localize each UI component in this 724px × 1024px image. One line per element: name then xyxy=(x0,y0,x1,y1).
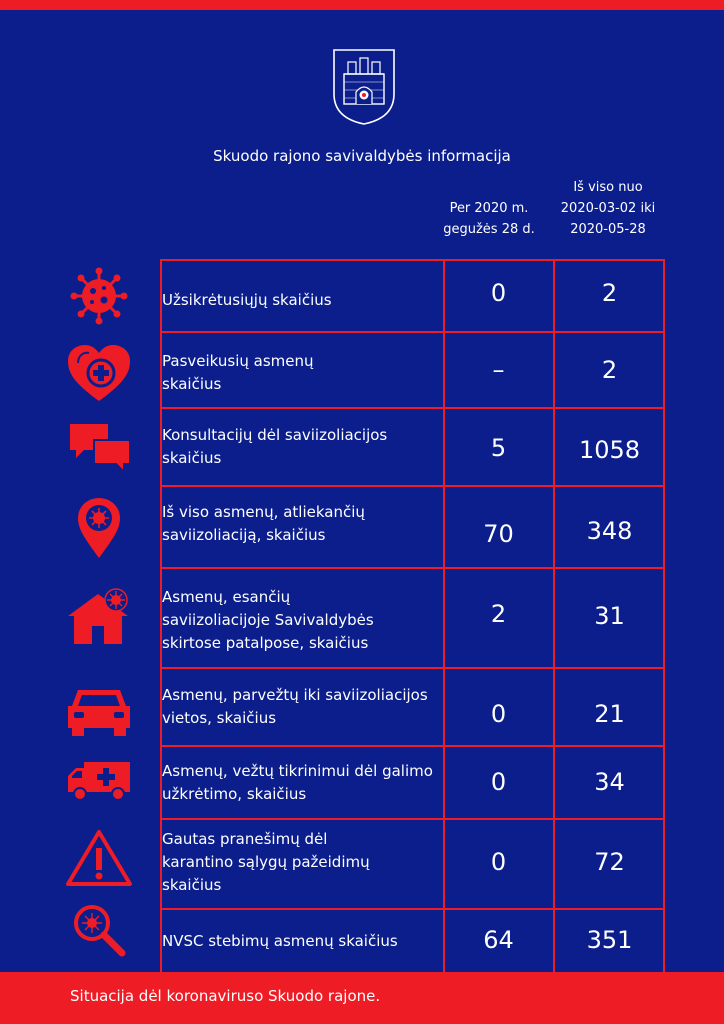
row-value-day: 0 xyxy=(490,848,507,876)
row-value-total: 31 xyxy=(594,602,625,630)
table-rule-vertical xyxy=(663,259,665,972)
page-title: Skuodo rajono savivaldybės informacija xyxy=(213,147,511,165)
house-virus-icon xyxy=(68,588,128,644)
ambulance-icon xyxy=(68,762,130,801)
row-value-total: 351 xyxy=(586,926,633,954)
heart-medical-icon xyxy=(68,345,130,401)
table-rule-vertical xyxy=(160,259,162,972)
row-value-day: 5 xyxy=(490,434,507,462)
row-value-total: 348 xyxy=(586,517,633,545)
row-label: Pasveikusių asmenų skaičius xyxy=(162,352,314,393)
table-rule xyxy=(160,485,665,487)
table-rule xyxy=(160,745,665,747)
row-value-total: 2 xyxy=(601,279,618,307)
table-rule xyxy=(160,908,665,910)
column-header-total: Iš viso nuo 2020-03-02 iki 2020-05-28 xyxy=(560,180,656,237)
row-value-day: 2 xyxy=(490,600,507,628)
row-value-total: 2 xyxy=(601,356,618,384)
row-value-day: 64 xyxy=(483,926,514,954)
column-header-day: Per 2020 m. gegužės 28 d. xyxy=(443,201,535,237)
row-label: Asmenų, parvežtų iki saviizoliacijos vie… xyxy=(162,686,428,727)
row-label: Gautas pranešimų dėl karantino sąlygų pa… xyxy=(162,830,370,894)
warning-icon xyxy=(66,830,132,886)
row-value-day: 0 xyxy=(490,768,507,796)
table-rule-vertical xyxy=(443,259,445,972)
row-value-day: 0 xyxy=(490,279,507,307)
row-label: Iš viso asmenų, atliekančių saviizoliaci… xyxy=(162,503,365,544)
magnifier-virus-icon xyxy=(74,905,126,957)
footer-text: Situacija dėl koronaviruso Skuodo rajone… xyxy=(70,987,381,1005)
row-value-total: 72 xyxy=(594,848,625,876)
row-label: Konsultacijų dėl saviizoliacijos skaičiu… xyxy=(162,426,388,467)
row-value-day: 70 xyxy=(483,520,514,548)
row-value-day: – xyxy=(492,356,505,384)
row-value-total: 1058 xyxy=(578,436,641,464)
coat-of-arms-icon xyxy=(333,49,395,125)
row-label: Užsikrėtusiųjų skaičius xyxy=(162,291,332,309)
location-pin-virus-icon xyxy=(78,498,120,558)
row-value-total: 21 xyxy=(594,700,625,728)
virus-icon xyxy=(70,267,128,325)
table-rule xyxy=(160,331,665,333)
table-rule xyxy=(160,818,665,820)
row-value-day: 0 xyxy=(490,700,507,728)
row-label: Asmenų, esančių saviizoliacijoje Savival… xyxy=(162,588,374,652)
table-rule-vertical xyxy=(553,259,555,972)
chat-bubbles-icon xyxy=(70,424,131,475)
footer-bar: Situacija dėl koronaviruso Skuodo rajone… xyxy=(0,972,724,1024)
table-rule xyxy=(160,567,665,569)
row-label: NVSC stebimų asmenų skaičius xyxy=(162,932,398,950)
table-rule xyxy=(160,667,665,669)
table-rule xyxy=(160,407,665,409)
car-icon xyxy=(68,690,130,736)
row-label: Asmenų, vežtų tikrinimui dėl galimo užkr… xyxy=(162,762,433,803)
table-rule xyxy=(160,259,665,261)
top-accent-bar xyxy=(0,0,724,10)
row-value-total: 34 xyxy=(594,768,625,796)
